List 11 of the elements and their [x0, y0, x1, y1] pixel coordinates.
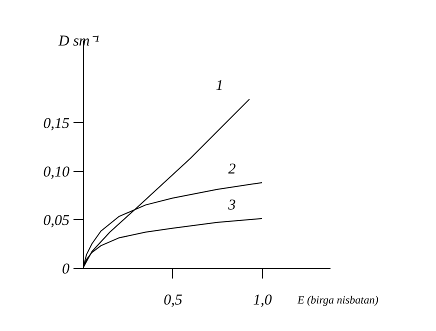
x-tick-label: 1,0: [253, 292, 272, 308]
series-label: 1: [216, 78, 224, 94]
y-tick-label: 0,05: [43, 212, 70, 229]
series-label: 3: [227, 198, 236, 214]
y-tick-label: 0,15: [43, 116, 70, 132]
y-tick-label: 0,10: [43, 164, 70, 180]
x-tick-label: 0,5: [164, 292, 183, 308]
x-axis-title: E (birga nisbatan): [296, 294, 379, 306]
y-axis-title: D sm⁻¹: [58, 34, 100, 50]
y-tick-label: 0: [62, 262, 70, 278]
series-label: 2: [228, 162, 236, 178]
